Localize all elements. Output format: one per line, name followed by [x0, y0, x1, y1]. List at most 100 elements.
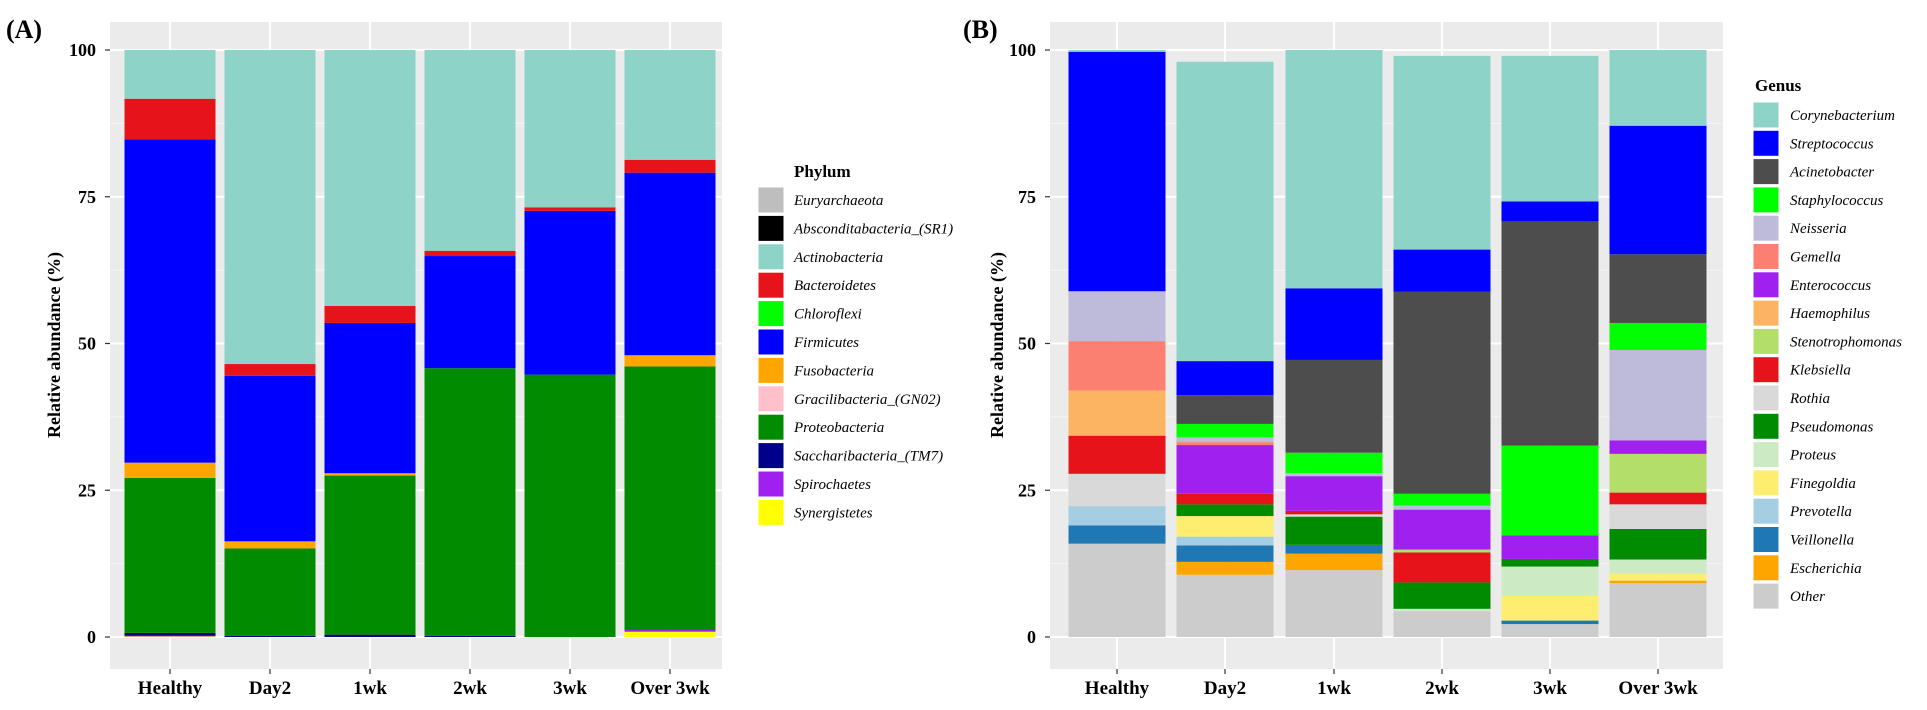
panel-b-bar-segment: [1609, 453, 1707, 493]
panel-a-y-ticks: 0 25 50 75 100: [69, 40, 110, 647]
panel-b-legend-label: Proteus: [1789, 448, 1836, 464]
panel-a-legend: Phylum Euryarchaeota Absconditabacteria_(…: [757, 162, 953, 526]
panel-b-bar-segment: [1393, 55, 1491, 250]
panel-a-bar-segment: [224, 635, 316, 637]
panel-a-legend-swatch: [757, 442, 785, 470]
panel-a-bar-segment: [624, 629, 716, 632]
panel-b-legend-label: Stenotrophomonas: [1790, 334, 1902, 350]
panel-b-bar-segment: [1176, 442, 1274, 446]
panel-a-bar-segment: [124, 139, 216, 463]
panel-b-bar-segment: [1609, 322, 1707, 350]
panel-a-legend-label: Saccharibacteria_(TM7): [794, 449, 943, 465]
panel-a-x-tick-label: Healthy: [138, 678, 203, 699]
panel-b-legend-label: Klebsiella: [1789, 363, 1851, 379]
panel-b-bar-segment: [1609, 573, 1707, 581]
panel-a-y-axis-title: Relative abundance (%): [44, 252, 65, 438]
panel-b-bar-segment: [1285, 570, 1383, 637]
panel-a: (A) 0 25 50 75 100 Healthy Day2 1wk 2wk 3wk Over …: [6, 15, 953, 699]
panel-b-y-tick-label: 25: [1018, 480, 1036, 500]
panel-b-legend-swatch: [1752, 214, 1780, 242]
panel-b-y-ticks: 0 25 50 75 100: [1009, 40, 1050, 647]
panel-b-bar-segment: [1068, 341, 1166, 391]
panel-b-bar-segment: [1501, 620, 1599, 625]
panel-b-x-tick-label: Healthy: [1085, 678, 1150, 699]
panel-b-legend-label: Corynebacterium: [1790, 108, 1895, 124]
panel-b-legend-swatch: [1752, 271, 1780, 299]
panel-a-bar-segment: [224, 375, 316, 542]
panel-a-bar-segment: [224, 548, 316, 636]
panel-b-bar-segment: [1176, 536, 1274, 546]
panel-b-legend-label: Pseudomonas: [1789, 419, 1873, 435]
panel-a-legend-swatch: [757, 498, 785, 526]
panel-b-bar-segment: [1501, 445, 1599, 536]
panel-b-x-tick-label: Over 3wk: [1618, 678, 1698, 699]
panel-a-bar-segment: [124, 636, 216, 637]
panel-b-legend-swatch: [1752, 497, 1780, 525]
panel-b-label: (B): [963, 15, 998, 44]
panel-b-bar-segment: [1285, 359, 1383, 453]
panel-b-bar-segment: [1176, 561, 1274, 575]
panel-b-legend-label: Rothia: [1789, 391, 1830, 407]
panel-a-bar-segment: [624, 366, 716, 630]
panel-b-bar-segment: [1176, 395, 1274, 424]
panel-b-bar-segment: [1176, 437, 1274, 443]
panel-a-bar-segment: [324, 475, 416, 635]
panel-a-bar-segment: [124, 632, 216, 636]
panel-b-x-tick-label: Day2: [1204, 678, 1246, 699]
panel-b-legend-swatch: [1752, 582, 1780, 610]
panel-b-legend-label: Streptococcus: [1790, 136, 1874, 152]
panel-b-bar-segment: [1501, 595, 1599, 621]
panel-b-bar-segment: [1176, 361, 1274, 396]
panel-a-legend-swatch: [757, 186, 785, 214]
panel-b-legend-label: Haemophilus: [1789, 306, 1870, 322]
panel-b-legend-label: Other: [1790, 589, 1825, 605]
panel-a-bar-segment: [424, 250, 516, 257]
panel-b-y-tick-label: 50: [1018, 334, 1036, 354]
panel-a-bar-segment: [424, 635, 516, 637]
panel-a-bar-segment: [324, 322, 416, 474]
panel-b-bar-segment: [1176, 545, 1274, 562]
panel-a-bar-segment: [624, 159, 716, 173]
panel-a-x-tick-label: 2wk: [453, 678, 487, 699]
panel-b-bar-segment: [1285, 544, 1383, 554]
panel-a-legend-label: Chloroflexi: [794, 307, 862, 323]
panel-b-bar-segment: [1501, 201, 1599, 222]
panel-a-legend-title: Phylum: [794, 162, 851, 181]
panel-b-x-ticks: Healthy Day2 1wk 2wk 3wk Over 3wk: [1085, 669, 1698, 699]
panel-b-bar-segment: [1501, 624, 1599, 637]
panel-a-legend-label: Absconditabacteria_(SR1): [793, 221, 953, 237]
panel-a-bar-segment: [624, 355, 716, 367]
panel-b-bar-segment: [1068, 51, 1166, 292]
panel-b-bar-segment: [1068, 506, 1166, 526]
panel-b-bar-segment: [1176, 574, 1274, 637]
panel-b-legend-swatch: [1752, 554, 1780, 582]
panel-a-legend-label: Proteobacteria: [793, 420, 884, 436]
panel-b-bar-segment: [1285, 553, 1383, 571]
panel-b-bar-segment: [1393, 549, 1491, 553]
panel-b-legend-swatch: [1752, 469, 1780, 497]
panel-a-bars: [124, 50, 716, 637]
panel-b-bar-segment: [1176, 61, 1274, 362]
panel-b-bars: [1068, 50, 1707, 637]
panel-b-bar-segment: [1501, 566, 1599, 596]
panel-b-bar-segment: [1285, 452, 1383, 474]
panel-b-bar-segment: [1393, 249, 1491, 292]
panel-b-legend-label: Staphylococcus: [1790, 193, 1883, 209]
panel-b-bar-segment: [1068, 543, 1166, 637]
panel-a-bar-segment: [224, 541, 316, 549]
panel-b-bar-segment: [1393, 291, 1491, 494]
panel-a-y-tick-label: 50: [78, 334, 96, 354]
panel-b-legend-swatch: [1752, 526, 1780, 553]
panel-a-bar-segment: [224, 50, 316, 365]
panel-b-legend-label: Escherichia: [1789, 561, 1862, 577]
panel-a-y-tick-label: 75: [78, 187, 96, 207]
panel-a-legend-swatch: [757, 243, 785, 271]
panel-a-legend-swatch: [757, 470, 785, 498]
panel-b-legend-swatch: [1752, 186, 1780, 214]
panel-b-y-axis-title: Relative abundance (%): [987, 252, 1008, 438]
panel-b-bar-segment: [1068, 291, 1166, 342]
panel-b-bar-segment: [1609, 580, 1707, 583]
panel-b-legend-label: Enterococcus: [1789, 278, 1871, 294]
panel-a-bar-segment: [624, 631, 716, 637]
panel-b-legend-label: Veillonella: [1790, 533, 1854, 549]
